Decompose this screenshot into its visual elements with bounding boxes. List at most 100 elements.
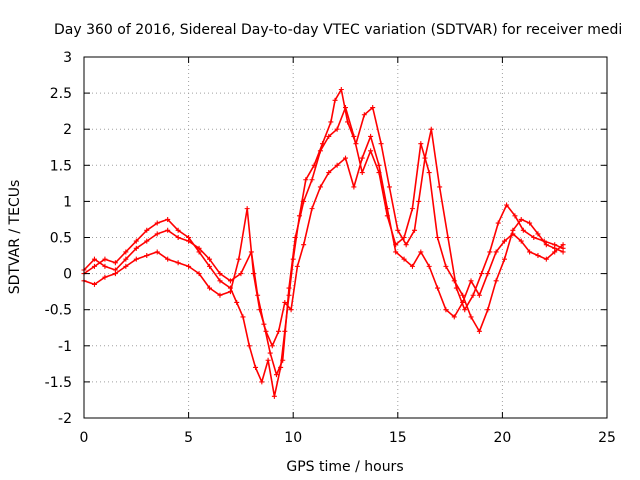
data-point <box>485 271 491 277</box>
y-tick-label: -0.5 <box>45 303 72 319</box>
x-tick-label: 0 <box>80 430 89 446</box>
data-point <box>518 216 524 222</box>
data-point <box>435 285 441 291</box>
data-point <box>269 343 275 349</box>
data-point <box>217 292 223 298</box>
data-point <box>520 227 526 233</box>
data-point <box>234 299 240 305</box>
data-point <box>217 271 223 277</box>
data-point <box>102 263 108 269</box>
data-point <box>326 133 332 139</box>
data-point <box>376 170 382 176</box>
data-point <box>175 235 181 240</box>
y-tick-label: 1 <box>63 194 72 210</box>
data-point <box>328 119 334 125</box>
data-point <box>334 162 340 168</box>
data-point <box>276 328 282 334</box>
data-point <box>317 184 323 190</box>
data-point <box>493 278 499 284</box>
data-point <box>359 155 365 161</box>
data-point <box>368 133 374 139</box>
data-point <box>460 299 466 305</box>
data-point <box>535 231 541 237</box>
data-point <box>246 343 252 349</box>
data-point <box>501 238 507 244</box>
data-point <box>518 238 524 244</box>
data-point <box>478 271 484 277</box>
plot-area <box>81 86 566 399</box>
data-point <box>418 141 424 147</box>
data-point <box>437 184 443 190</box>
data-point <box>535 253 541 259</box>
data-point <box>361 112 367 118</box>
data-point <box>196 245 202 251</box>
data-point <box>443 307 449 313</box>
y-tick-label: 2 <box>63 122 72 138</box>
x-tick-label: 20 <box>493 430 511 446</box>
series-line <box>83 135 564 347</box>
data-point <box>351 184 357 190</box>
data-point <box>309 206 315 212</box>
data-point <box>175 227 181 233</box>
data-point <box>154 249 160 255</box>
data-point <box>292 235 298 240</box>
data-point <box>418 249 424 255</box>
data-point <box>401 256 407 262</box>
data-series <box>81 133 566 349</box>
data-point <box>165 227 171 233</box>
data-point <box>165 216 171 222</box>
data-point <box>451 278 457 284</box>
series-line <box>83 106 564 376</box>
data-point <box>253 364 259 370</box>
data-point <box>334 126 340 132</box>
data-point <box>560 249 566 255</box>
data-point <box>435 235 441 240</box>
data-point <box>460 292 466 298</box>
data-point <box>259 379 265 385</box>
data-point <box>384 213 390 219</box>
data-point <box>531 235 537 240</box>
data-point <box>267 350 273 356</box>
data-point <box>426 170 432 176</box>
data-point <box>401 235 407 240</box>
data-point <box>301 242 307 248</box>
data-point <box>123 263 129 269</box>
x-tick-label: 10 <box>284 430 302 446</box>
data-point <box>343 105 348 111</box>
chart-title: Day 360 of 2016, Sidereal Day-to-day VTE… <box>54 22 622 38</box>
data-point <box>175 260 181 266</box>
data-point <box>238 271 244 277</box>
data-point <box>504 202 510 208</box>
data-point <box>271 393 277 399</box>
data-point <box>236 256 242 262</box>
data-point <box>543 242 549 248</box>
data-point <box>133 245 139 251</box>
data-point <box>186 263 192 269</box>
data-point <box>294 263 300 269</box>
data-point <box>301 198 307 204</box>
y-tick-label: -1.5 <box>45 375 72 391</box>
data-point <box>207 256 213 262</box>
data-point <box>395 227 401 233</box>
data-point <box>393 249 399 255</box>
data-point <box>428 126 434 132</box>
data-point <box>265 357 271 363</box>
data-point <box>217 278 223 284</box>
data-point <box>280 357 286 363</box>
data-point <box>186 238 192 244</box>
data-point <box>133 238 139 244</box>
data-point <box>543 256 549 262</box>
data-point <box>165 256 171 262</box>
axes: 0 5 10 15 20 25 -2 -1.5 -1 -0.5 0 0.5 1 1.5 2 2.5 3 <box>45 50 616 446</box>
data-point <box>462 307 468 313</box>
data-point <box>493 249 499 255</box>
data-point <box>443 263 449 269</box>
y-tick-label: -2 <box>58 411 72 427</box>
series-line <box>83 88 564 398</box>
data-point <box>303 177 309 183</box>
data-point <box>326 170 332 176</box>
data-series <box>81 105 566 378</box>
data-point <box>343 155 348 161</box>
data-point <box>368 148 374 154</box>
data-point <box>91 256 97 262</box>
